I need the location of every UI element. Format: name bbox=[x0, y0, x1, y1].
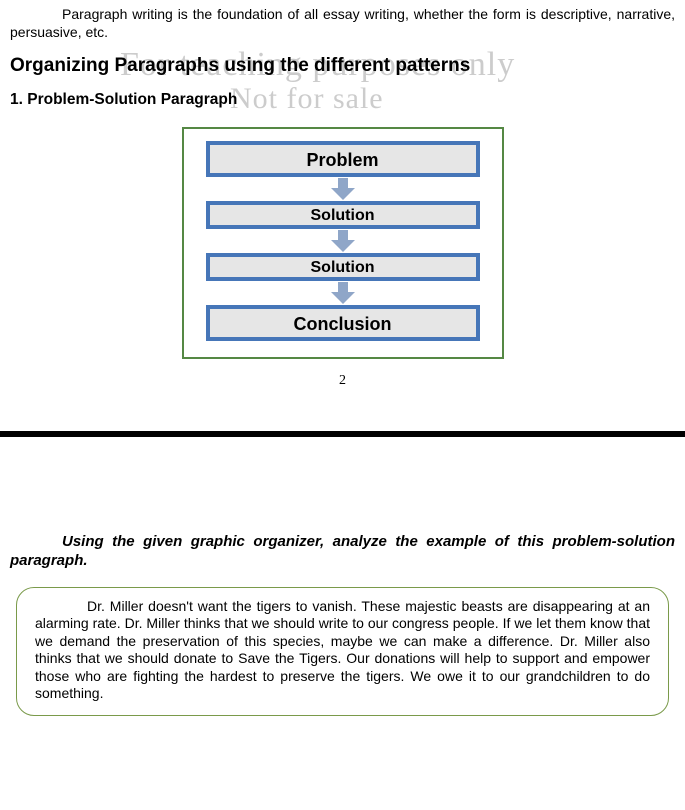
arrow-down-icon bbox=[331, 178, 355, 200]
intro-paragraph: Paragraph writing is the foundation of a… bbox=[10, 6, 675, 41]
page-1-content: Paragraph writing is the foundation of a… bbox=[0, 0, 685, 389]
diagram-node-conclusion: Conclusion bbox=[206, 305, 480, 341]
diagram-container: Problem Solution Solution Conclusion bbox=[10, 127, 675, 359]
arrow-down-icon bbox=[331, 230, 355, 252]
diagram-node-problem: Problem bbox=[206, 141, 480, 177]
problem-solution-diagram: Problem Solution Solution Conclusion bbox=[182, 127, 504, 359]
instruction-text: Using the given graphic organizer, analy… bbox=[10, 533, 675, 571]
example-passage-text: Dr. Miller doesn't want the tigers to va… bbox=[35, 598, 650, 703]
arrow-down-icon bbox=[331, 282, 355, 304]
page-number: 2 bbox=[10, 373, 675, 389]
heading-organizing: Organizing Paragraphs using the differen… bbox=[10, 55, 675, 77]
page-2-content: Using the given graphic organizer, analy… bbox=[0, 437, 685, 716]
diagram-node-solution: Solution bbox=[206, 253, 480, 281]
example-passage-box: Dr. Miller doesn't want the tigers to va… bbox=[16, 587, 669, 716]
heading-problem-solution: 1. Problem-Solution Paragraph bbox=[10, 91, 675, 109]
diagram-node-solution: Solution bbox=[206, 201, 480, 229]
